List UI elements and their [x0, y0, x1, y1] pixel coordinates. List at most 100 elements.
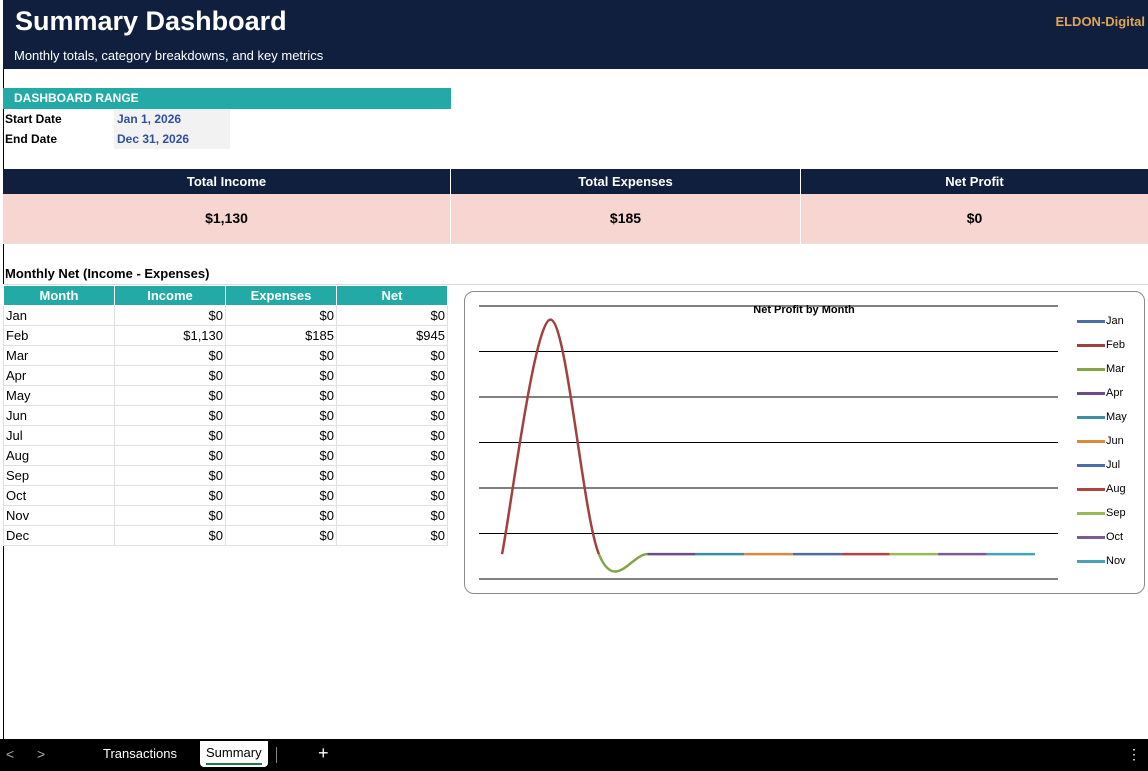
income-cell[interactable]: $0	[114, 405, 226, 426]
legend-swatch	[1077, 344, 1105, 347]
kpi-label: Net Profit	[801, 169, 1148, 194]
net-profit-chart[interactable]: Net Profit by Month Jan Feb Mar Apr May Jun Ju…	[464, 291, 1145, 594]
tab-label: Summary	[206, 745, 262, 760]
expenses-cell[interactable]: $0	[225, 425, 337, 446]
income-cell[interactable]: $0	[114, 425, 226, 446]
net-cell[interactable]: $0	[336, 425, 448, 446]
legend-swatch	[1077, 512, 1105, 515]
month-cell[interactable]: Sep	[3, 465, 115, 486]
expenses-cell[interactable]: $0	[225, 505, 337, 526]
income-cell[interactable]: $0	[114, 385, 226, 406]
legend-swatch	[1077, 440, 1105, 443]
expenses-cell[interactable]: $0	[225, 305, 337, 326]
net-cell[interactable]: $0	[336, 405, 448, 426]
expenses-cell[interactable]: $0	[225, 365, 337, 386]
net-cell[interactable]: $0	[336, 525, 448, 546]
start-date-row: Start Date Jan 1, 2026	[3, 109, 451, 129]
income-cell[interactable]: $0	[114, 465, 226, 486]
column-header-month[interactable]: Month	[3, 285, 115, 306]
kpi-label: Total Expenses	[451, 169, 800, 194]
table-row: Feb $1,130 $185 $945	[3, 325, 448, 346]
range-heading[interactable]: DASHBOARD RANGE	[3, 88, 451, 109]
month-cell[interactable]: May	[3, 385, 115, 406]
series-line-segment-feb[interactable]	[549, 318, 601, 555]
income-cell[interactable]: $0	[114, 505, 226, 526]
month-cell[interactable]: Jul	[3, 425, 115, 446]
table-row: Aug $0 $0 $0	[3, 445, 448, 466]
start-date-input[interactable]: Jan 1, 2026	[114, 109, 230, 129]
net-cell[interactable]: $0	[336, 365, 448, 386]
column-header-net[interactable]: Net	[336, 285, 448, 306]
column-header-expenses[interactable]: Expenses	[225, 285, 337, 306]
kpi-label: Total Income	[3, 169, 450, 194]
kpi-value: $0	[801, 194, 1148, 244]
legend-swatch	[1077, 536, 1105, 539]
net-cell[interactable]: $0	[336, 465, 448, 486]
page-title: Summary Dashboard	[15, 6, 287, 36]
net-cell[interactable]: $0	[336, 505, 448, 526]
net-cell[interactable]: $0	[336, 445, 448, 466]
legend-label: Sep	[1106, 507, 1126, 519]
legend-label: Aug	[1106, 483, 1126, 495]
end-date-input[interactable]: Dec 31, 2026	[114, 129, 230, 149]
income-cell[interactable]: $0	[114, 345, 226, 366]
month-cell[interactable]: Jun	[3, 405, 115, 426]
monthly-table-body: Jan $0 $0 $0 Feb $1,130 $185 $945 Mar $0 $0 $0 Apr $0…	[3, 305, 448, 546]
month-cell[interactable]: Apr	[3, 365, 115, 386]
divider	[3, 284, 1148, 285]
more-options-icon[interactable]: ⋮	[1127, 746, 1141, 762]
brand-label: ELDON-Digital	[1055, 14, 1145, 29]
expenses-cell[interactable]: $0	[225, 485, 337, 506]
tab-label: Transactions	[103, 746, 177, 761]
net-cell[interactable]: $0	[336, 305, 448, 326]
chart-plot	[479, 305, 1058, 580]
kpi-total-income[interactable]: Total Income $1,130	[3, 169, 450, 245]
income-cell[interactable]: $0	[114, 525, 226, 546]
month-cell[interactable]: Dec	[3, 525, 115, 546]
net-cell[interactable]: $0	[336, 345, 448, 366]
expenses-cell[interactable]: $0	[225, 385, 337, 406]
next-sheet-icon[interactable]: >	[37, 746, 46, 762]
income-cell[interactable]: $0	[114, 445, 226, 466]
expenses-cell[interactable]: $0	[225, 465, 337, 486]
expenses-cell[interactable]: $0	[225, 445, 337, 466]
legend-swatch	[1077, 320, 1105, 323]
column-header-income[interactable]: Income	[114, 285, 226, 306]
net-cell[interactable]: $0	[336, 385, 448, 406]
net-cell[interactable]: $0	[336, 485, 448, 506]
table-row: Nov $0 $0 $0	[3, 505, 448, 526]
monthly-table: Month Income Expenses Net Jan $0 $0 $0 Feb $1…	[3, 285, 448, 546]
tab-transactions[interactable]: Transactions	[97, 739, 183, 771]
net-cell[interactable]: $945	[336, 325, 448, 346]
prev-sheet-icon[interactable]: <	[6, 746, 15, 762]
income-cell[interactable]: $0	[114, 305, 226, 326]
series-line-segment-mar[interactable]	[597, 552, 648, 573]
kpi-total-expenses[interactable]: Total Expenses $185	[451, 169, 800, 245]
month-cell[interactable]: Nov	[3, 505, 115, 526]
expenses-cell[interactable]: $0	[225, 345, 337, 366]
month-cell[interactable]: Oct	[3, 485, 115, 506]
series-line-segment-jan[interactable]	[500, 318, 552, 555]
start-date-label[interactable]: Start Date	[5, 112, 62, 126]
kpi-value: $185	[451, 194, 800, 244]
kpi-net-profit[interactable]: Net Profit $0	[801, 169, 1148, 245]
legend-label: Jun	[1106, 435, 1124, 447]
month-cell[interactable]: Feb	[3, 325, 115, 346]
end-date-label[interactable]: End Date	[5, 132, 58, 146]
income-cell[interactable]: $0	[114, 485, 226, 506]
expenses-cell[interactable]: $0	[225, 525, 337, 546]
month-cell[interactable]: Mar	[3, 345, 115, 366]
month-cell[interactable]: Aug	[3, 445, 115, 466]
legend-swatch	[1077, 416, 1105, 419]
add-sheet-icon[interactable]: +	[318, 743, 329, 763]
legend-swatch	[1077, 368, 1105, 371]
income-cell[interactable]: $0	[114, 365, 226, 386]
expenses-cell[interactable]: $185	[225, 325, 337, 346]
month-cell[interactable]: Jan	[3, 305, 115, 326]
tab-summary[interactable]: Summary	[200, 741, 268, 767]
table-row: Jan $0 $0 $0	[3, 305, 448, 326]
legend-label: Mar	[1106, 363, 1125, 375]
income-cell[interactable]: $1,130	[114, 325, 226, 346]
expenses-cell[interactable]: $0	[225, 405, 337, 426]
legend-label: Feb	[1106, 339, 1125, 351]
